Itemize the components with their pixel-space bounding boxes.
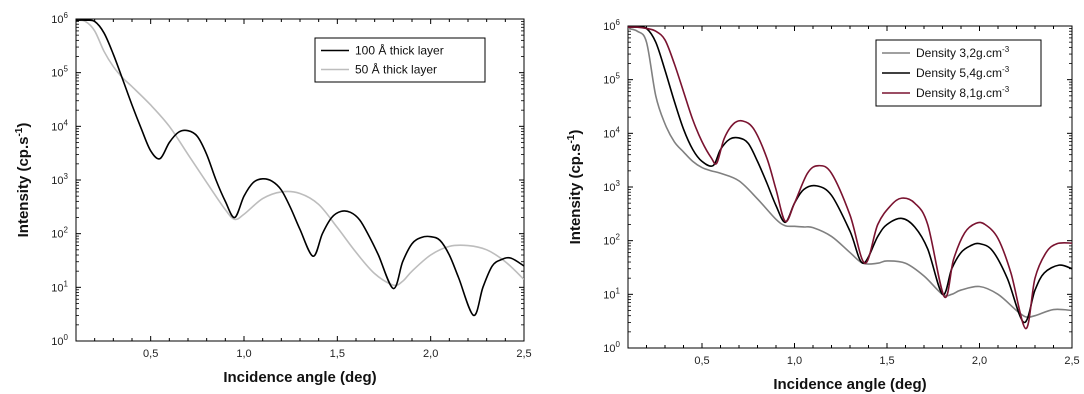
series-line-2: [628, 26, 1072, 324]
series-line-1: [628, 27, 1072, 319]
legend-label: 100 Å thick layer: [355, 43, 444, 58]
y-tick-label: 106: [51, 11, 68, 26]
legend-label-sup: -3: [1002, 85, 1010, 94]
x-tick-label: 2,5: [1064, 355, 1079, 367]
y-tick-base: 10: [603, 182, 615, 194]
y-axis-title-close: ): [15, 123, 32, 128]
y-tick-exponent: 0: [64, 333, 69, 342]
x-tick-label: 2,0: [972, 355, 987, 367]
x-tick-label: 1,5: [330, 348, 345, 360]
y-tick-exponent: 1: [64, 279, 69, 288]
y-tick-label: 102: [603, 233, 620, 248]
y-tick-base: 10: [51, 68, 63, 80]
x-axis-title: Incidence angle (deg): [223, 369, 376, 386]
y-tick-base: 10: [603, 75, 615, 87]
legend-label-name: Density 8,1g.cm: [916, 86, 1002, 100]
y-tick-label: 106: [603, 18, 620, 33]
y-tick-label: 101: [51, 279, 68, 294]
x-tick-label: 1,5: [879, 355, 894, 367]
y-tick-label: 102: [51, 226, 68, 241]
series-line-1: [76, 19, 524, 317]
x-tick-label: 1,0: [236, 348, 251, 360]
y-tick-exponent: 5: [64, 65, 69, 74]
legend-label-name: Density 3,2g.cm: [916, 46, 1002, 60]
legend-label-sup: -3: [1002, 45, 1010, 54]
legend-label: Density 8,1g.cm-3: [916, 85, 1010, 100]
y-tick-base: 10: [51, 336, 63, 348]
legend-label-name: 100 Å thick layer: [355, 43, 444, 58]
y-axis-title-sup: -1: [14, 127, 25, 136]
x-axis-title: Incidence angle (deg): [773, 376, 926, 393]
y-axis-title-main: Intensity (cp.s: [15, 137, 32, 238]
y-tick-base: 10: [603, 128, 615, 140]
y-tick-label: 105: [51, 65, 68, 80]
y-tick-base: 10: [51, 282, 63, 294]
chart-right-svg: 0,5 1,0 1,5 2,0 2,5100101102103104105106Inci…: [566, 18, 1080, 393]
y-tick-exponent: 0: [616, 340, 621, 349]
x-tick-label: 2,0: [423, 348, 438, 360]
y-tick-label: 104: [603, 125, 620, 140]
x-tick-label: 1,0: [787, 355, 802, 367]
y-axis-title-sup: -1: [566, 134, 577, 143]
y-tick-base: 10: [51, 121, 63, 133]
y-tick-exponent: 4: [616, 125, 621, 134]
y-tick-base: 10: [51, 14, 63, 26]
y-tick-exponent: 4: [64, 118, 69, 127]
y-tick-exponent: 6: [64, 11, 69, 20]
y-tick-exponent: 6: [616, 18, 621, 27]
x-tick-label: 0,5: [143, 348, 158, 360]
y-tick-base: 10: [51, 175, 63, 187]
y-tick-base: 10: [603, 343, 615, 355]
y-tick-label: 103: [603, 179, 620, 194]
y-tick-base: 10: [51, 229, 63, 241]
legend-label: Density 3,2g.cm-3: [916, 45, 1010, 60]
y-axis-title: Intensity (cp.s-1): [566, 130, 584, 245]
y-tick-label: 100: [603, 340, 620, 355]
legend-label-name: 50 Å thick layer: [355, 62, 437, 77]
y-tick-exponent: 5: [616, 72, 621, 81]
y-tick-label: 104: [51, 118, 68, 133]
x-tick-label: 2,5: [516, 348, 531, 360]
legend-label: 50 Å thick layer: [355, 62, 437, 77]
legend-label: Density 5,4g.cm-3: [916, 65, 1010, 80]
y-tick-label: 105: [603, 72, 620, 87]
legend-label-name: Density 5,4g.cm: [916, 66, 1002, 80]
y-tick-label: 103: [51, 172, 68, 187]
chart-left: 0,5 1,0 1,5 2,0 2,5 100 101 102 103 104 105 106 Inci…: [0, 0, 540, 394]
y-tick-base: 10: [603, 289, 615, 301]
legend-box: [314, 37, 486, 83]
chart-left-svg: 0,5 1,0 1,5 2,0 2,5100101102103104105106Inci…: [14, 11, 532, 386]
y-tick-label: 100: [51, 333, 68, 348]
legend-label-sup: -3: [1002, 65, 1010, 74]
y-tick-exponent: 3: [64, 172, 69, 181]
y-axis-title-main: Intensity (cp.s: [567, 144, 584, 245]
x-tick-label: 0,5: [694, 355, 709, 367]
y-axis-title-close: ): [567, 130, 584, 135]
y-tick-exponent: 1: [616, 286, 621, 295]
y-tick-base: 10: [603, 236, 615, 248]
y-tick-label: 101: [603, 286, 620, 301]
y-tick-exponent: 3: [616, 179, 621, 188]
y-tick-exponent: 2: [64, 226, 69, 235]
y-tick-base: 10: [603, 21, 615, 33]
y-tick-exponent: 2: [616, 233, 621, 242]
y-axis-title: Intensity (cp.s-1): [14, 123, 32, 238]
chart-right: 0,5 1,0 1,5 2,0 2,5 100 101 102 103 104 105 106 Inci…: [544, 0, 1084, 394]
series-line-3: [628, 26, 1072, 330]
